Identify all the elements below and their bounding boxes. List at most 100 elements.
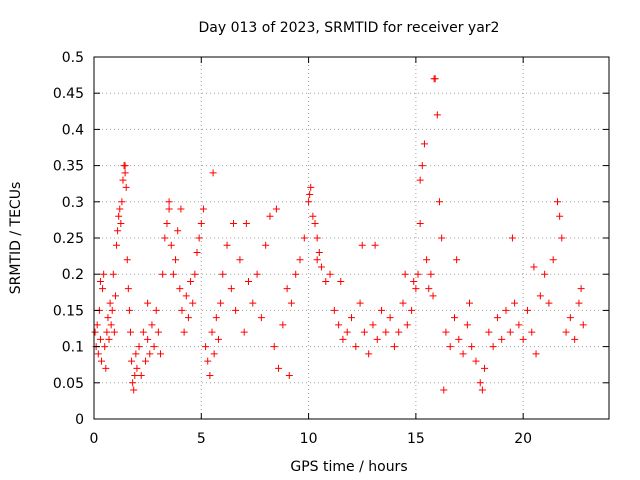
data-point	[489, 343, 497, 351]
data-point	[401, 270, 409, 278]
data-point	[133, 364, 141, 372]
data-point	[257, 314, 265, 322]
data-point	[558, 234, 566, 242]
data-point	[485, 328, 493, 336]
data-point	[306, 191, 314, 199]
data-point	[102, 364, 110, 372]
y-tick-label: 0.25	[53, 231, 84, 247]
data-point	[214, 335, 222, 343]
data-point	[502, 306, 510, 314]
data-point	[169, 270, 177, 278]
data-point	[307, 183, 315, 191]
data-point	[114, 227, 122, 235]
data-point	[472, 357, 480, 365]
data-point	[208, 328, 216, 336]
data-point	[121, 169, 129, 177]
data-point	[360, 328, 368, 336]
data-point	[125, 306, 133, 314]
data-point	[148, 321, 156, 329]
data-point	[275, 364, 283, 372]
data-point	[108, 306, 116, 314]
data-point	[154, 328, 162, 336]
data-point	[532, 350, 540, 358]
y-tick-label: 0.35	[53, 159, 84, 175]
y-tick-label: 0.3	[62, 195, 84, 211]
data-point	[440, 386, 448, 394]
data-point	[545, 299, 553, 307]
data-point	[130, 386, 138, 394]
data-point	[292, 270, 300, 278]
data-point	[100, 270, 108, 278]
data-point	[425, 285, 433, 293]
y-tick-label: 0.5	[62, 50, 84, 66]
data-point	[455, 335, 463, 343]
data-point	[554, 198, 561, 206]
data-point	[204, 357, 212, 365]
data-point	[414, 270, 422, 278]
data-point	[335, 321, 343, 329]
data-point	[549, 256, 557, 264]
data-point	[418, 162, 426, 170]
data-point	[429, 292, 437, 300]
data-point	[165, 205, 173, 213]
data-point	[210, 350, 218, 358]
data-point	[369, 321, 377, 329]
data-point	[399, 299, 407, 307]
data-point	[109, 270, 117, 278]
x-tick-label: 0	[90, 431, 99, 447]
data-point	[262, 241, 270, 249]
data-point	[227, 285, 235, 293]
data-point	[118, 198, 126, 206]
data-point	[433, 111, 441, 119]
data-point	[245, 277, 252, 285]
data-point	[536, 292, 544, 300]
data-point	[313, 256, 321, 264]
data-point	[150, 343, 158, 351]
data-point	[410, 277, 418, 285]
data-point	[272, 205, 280, 213]
data-point	[493, 314, 501, 322]
data-point	[423, 256, 431, 264]
data-point	[266, 212, 274, 220]
y-tick-label: 0.2	[62, 267, 84, 283]
data-point	[386, 314, 394, 322]
data-point	[195, 234, 203, 242]
data-point	[313, 234, 321, 242]
data-point	[116, 205, 124, 213]
data-point	[430, 75, 438, 83]
y-tick-label: 0.1	[62, 340, 84, 356]
data-point	[137, 372, 145, 380]
data-point	[571, 335, 579, 343]
data-point	[519, 335, 527, 343]
data-point	[167, 241, 175, 249]
data-point	[403, 321, 411, 329]
data-point	[104, 314, 112, 322]
data-point	[352, 343, 360, 351]
data-point	[300, 234, 308, 242]
data-point	[107, 321, 115, 329]
data-point	[172, 256, 180, 264]
data-point	[371, 241, 379, 249]
data-point	[110, 328, 118, 336]
data-point	[481, 364, 489, 372]
data-point	[566, 314, 574, 322]
data-point	[348, 314, 355, 322]
data-point	[96, 277, 104, 285]
data-point	[144, 299, 152, 307]
data-point	[249, 299, 257, 307]
data-point	[408, 306, 416, 314]
data-point	[209, 169, 217, 177]
data-point	[579, 321, 587, 329]
data-point	[129, 379, 137, 387]
data-point	[132, 350, 140, 358]
data-point	[322, 277, 330, 285]
data-points	[91, 75, 587, 394]
data-point	[339, 335, 347, 343]
data-point	[511, 299, 519, 307]
data-point	[212, 314, 220, 322]
data-point	[144, 335, 152, 343]
data-point	[103, 328, 111, 336]
data-point	[523, 306, 531, 314]
data-point	[105, 335, 113, 343]
data-point	[193, 248, 201, 256]
